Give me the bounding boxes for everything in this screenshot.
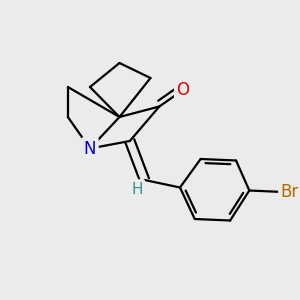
Text: H: H xyxy=(131,182,143,196)
Text: Br: Br xyxy=(280,183,299,201)
Text: O: O xyxy=(176,81,189,99)
Text: N: N xyxy=(84,140,96,158)
